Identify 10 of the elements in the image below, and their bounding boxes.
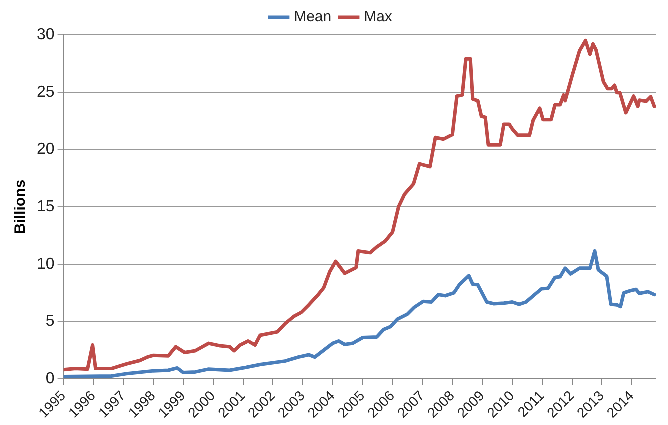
- y-tick-label: 5: [46, 313, 55, 330]
- legend-label: Max: [364, 8, 393, 26]
- legend-label: Mean: [294, 8, 332, 26]
- y-tick-label: 30: [37, 26, 55, 44]
- y-tick-label: 20: [37, 141, 55, 158]
- y-axis-title: Billions: [12, 180, 30, 234]
- y-tick-label: 10: [37, 256, 55, 273]
- y-tick-label: 25: [37, 84, 55, 101]
- y-tick-label: 15: [37, 198, 55, 216]
- y-tick-label: 0: [46, 370, 55, 388]
